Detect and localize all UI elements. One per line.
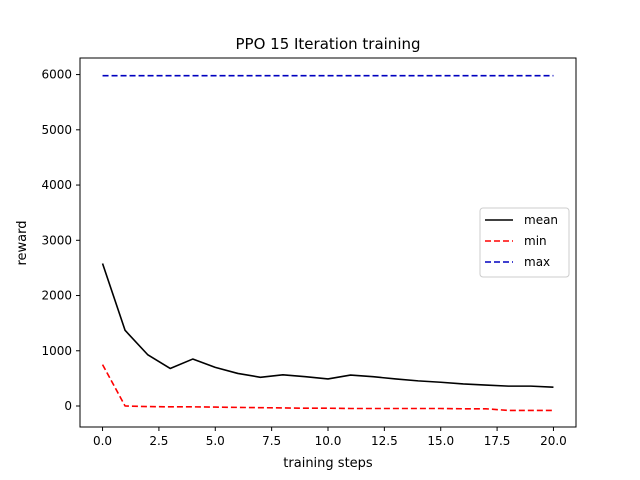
- x-tick-label: 2.5: [149, 434, 168, 448]
- x-tick-label: 17.5: [484, 434, 511, 448]
- x-tick-label: 20.0: [540, 434, 567, 448]
- x-axis-label: training steps: [283, 456, 373, 471]
- series-line-min: [101, 364, 554, 412]
- legend-box: [479, 207, 570, 278]
- y-tick-label: 4000: [41, 178, 72, 192]
- x-tick-label: 10.0: [315, 434, 342, 448]
- plot-lines: [101, 74, 554, 412]
- x-tick-label: 0.0: [93, 434, 112, 448]
- y-tick-label: 0: [64, 399, 72, 413]
- x-tick-label: 12.5: [371, 434, 398, 448]
- chart-title: PPO 15 Iteration training: [235, 35, 420, 53]
- legend-label-max: max: [524, 255, 550, 269]
- x-axis-ticks: 0.0 2.5 5.0 7.5 10.0 12.5 15.0 17.5 20.0: [93, 427, 567, 448]
- y-tick-label: 1000: [41, 344, 72, 358]
- x-tick-label: 7.5: [262, 434, 281, 448]
- y-axis-ticks: 0 1000 2000 3000 4000 5000 6000: [41, 68, 80, 413]
- legend: mean min max: [479, 207, 570, 278]
- y-tick-label: 6000: [41, 68, 72, 82]
- legend-label-min: min: [524, 234, 547, 248]
- y-tick-label: 3000: [41, 233, 72, 247]
- y-tick-label: 5000: [41, 123, 72, 137]
- x-tick-label: 5.0: [206, 434, 225, 448]
- y-tick-label: 2000: [41, 289, 72, 303]
- y-axis-label: reward: [15, 220, 30, 265]
- legend-label-mean: mean: [524, 213, 558, 227]
- x-tick-label: 15.0: [427, 434, 454, 448]
- series-line-mean: [101, 263, 554, 389]
